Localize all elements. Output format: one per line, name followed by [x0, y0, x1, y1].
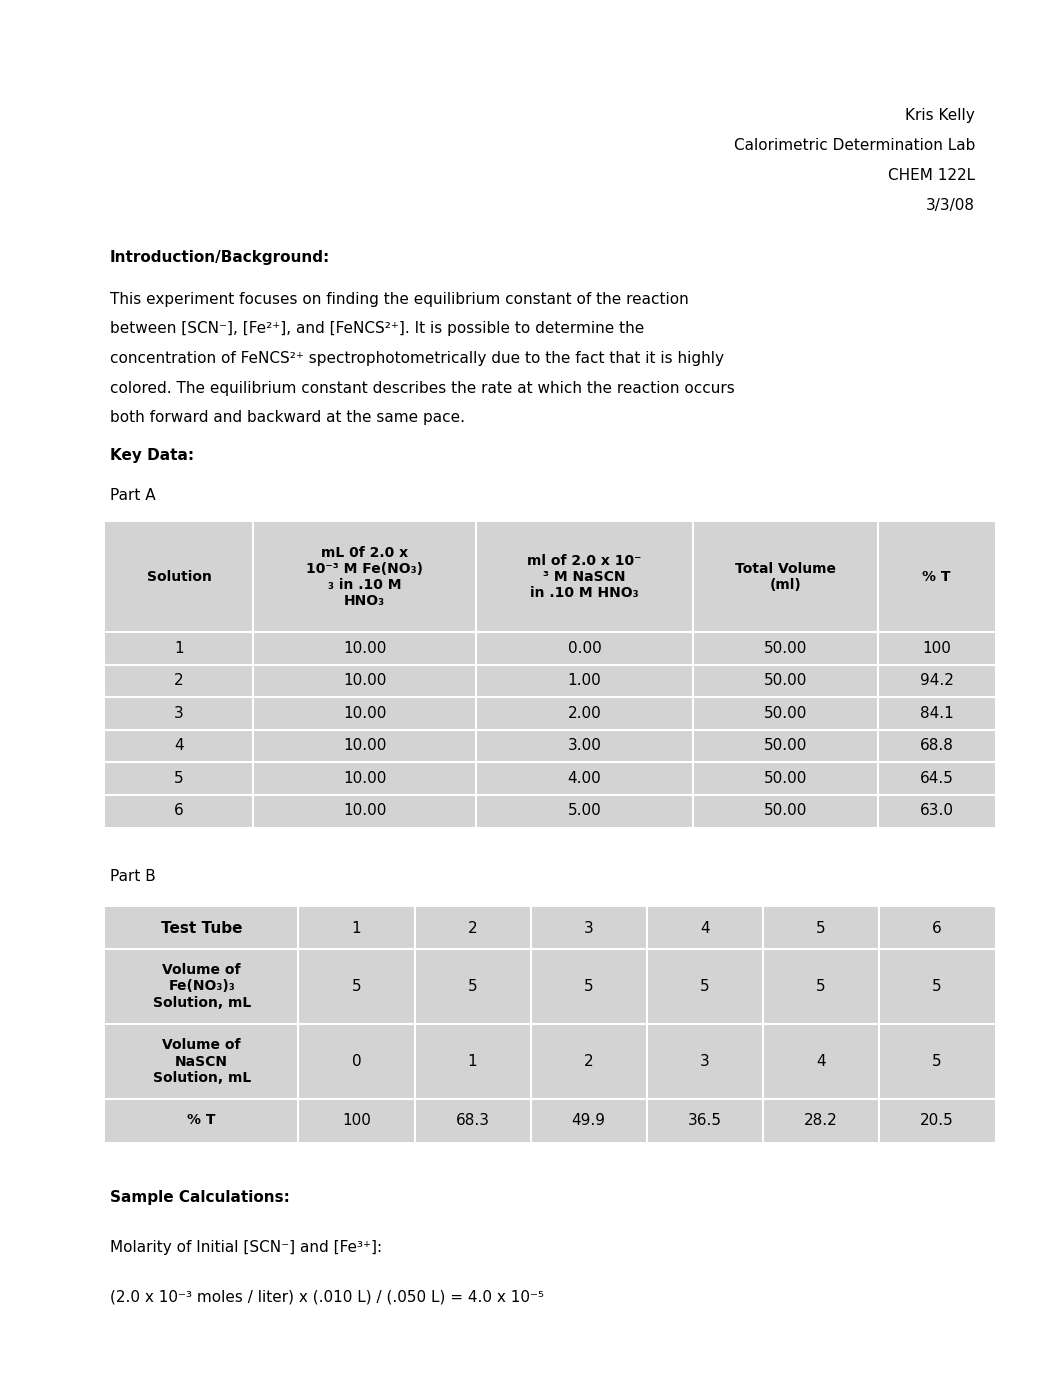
- Text: 84.1: 84.1: [920, 706, 954, 720]
- Text: Part B: Part B: [110, 869, 156, 884]
- Text: 0.00: 0.00: [567, 640, 601, 655]
- Text: 64.5: 64.5: [920, 771, 954, 786]
- Bar: [105, 522, 995, 828]
- Text: 2: 2: [467, 920, 478, 935]
- Text: 5: 5: [932, 1053, 942, 1069]
- Text: 3: 3: [174, 706, 184, 720]
- Text: 28.2: 28.2: [804, 1113, 838, 1128]
- Text: Part A: Part A: [110, 487, 156, 503]
- Text: 5: 5: [584, 979, 594, 994]
- Text: concentration of FeNCS²⁺ spectrophotometrically due to the fact that it is highl: concentration of FeNCS²⁺ spectrophotomet…: [110, 351, 724, 366]
- Text: 2: 2: [174, 673, 184, 688]
- Text: Volume of
Fe(NO₃)₃
Solution, mL: Volume of Fe(NO₃)₃ Solution, mL: [153, 964, 251, 1009]
- Text: 50.00: 50.00: [764, 673, 807, 688]
- Text: 5: 5: [467, 979, 478, 994]
- Text: Test Tube: Test Tube: [161, 920, 242, 935]
- Text: 10.00: 10.00: [343, 771, 387, 786]
- Text: 5: 5: [352, 979, 361, 994]
- Text: 50.00: 50.00: [764, 640, 807, 655]
- Text: 50.00: 50.00: [764, 706, 807, 720]
- Text: 5: 5: [816, 920, 825, 935]
- Text: 4: 4: [174, 738, 184, 753]
- Text: 63.0: 63.0: [920, 803, 954, 818]
- Text: 68.8: 68.8: [920, 738, 954, 753]
- Text: 20.5: 20.5: [920, 1113, 954, 1128]
- Text: Solution: Solution: [147, 570, 211, 584]
- Text: 36.5: 36.5: [688, 1113, 722, 1128]
- Text: Introduction/Background:: Introduction/Background:: [110, 251, 330, 264]
- Text: 50.00: 50.00: [764, 738, 807, 753]
- Text: 3: 3: [584, 920, 594, 935]
- Text: ml of 2.0 x 10⁻
³ M NaSCN
in .10 M HNO₃: ml of 2.0 x 10⁻ ³ M NaSCN in .10 M HNO₃: [527, 554, 641, 600]
- Text: 94.2: 94.2: [920, 673, 954, 688]
- Text: 50.00: 50.00: [764, 771, 807, 786]
- Text: 6: 6: [174, 803, 184, 818]
- Text: 3/3/08: 3/3/08: [926, 198, 975, 213]
- Text: 0: 0: [352, 1053, 361, 1069]
- Text: (2.0 x 10⁻³ moles / liter) x (.010 L) / (.050 L) = 4.0 x 10⁻⁵: (2.0 x 10⁻³ moles / liter) x (.010 L) / …: [110, 1290, 544, 1305]
- Text: 3: 3: [700, 1053, 709, 1069]
- Text: 68.3: 68.3: [456, 1113, 490, 1128]
- Text: 6: 6: [932, 920, 942, 935]
- Text: 5.00: 5.00: [567, 803, 601, 818]
- Text: 50.00: 50.00: [764, 803, 807, 818]
- Text: between [SCN⁻], [Fe²⁺], and [FeNCS²⁺]. It is possible to determine the: between [SCN⁻], [Fe²⁺], and [FeNCS²⁺]. I…: [110, 321, 645, 336]
- Text: 2.00: 2.00: [567, 706, 601, 720]
- Text: This experiment focuses on finding the equilibrium constant of the reaction: This experiment focuses on finding the e…: [110, 292, 689, 307]
- Text: 100: 100: [922, 640, 952, 655]
- Text: % T: % T: [923, 570, 950, 584]
- Text: 3.00: 3.00: [567, 738, 601, 753]
- Text: % T: % T: [188, 1114, 216, 1128]
- Text: 1: 1: [467, 1053, 478, 1069]
- Text: both forward and backward at the same pace.: both forward and backward at the same pa…: [110, 410, 465, 425]
- Text: 4: 4: [816, 1053, 825, 1069]
- Text: Key Data:: Key Data:: [110, 448, 194, 463]
- Text: 1.00: 1.00: [567, 673, 601, 688]
- Text: Calorimetric Determination Lab: Calorimetric Determination Lab: [734, 138, 975, 153]
- Text: 10.00: 10.00: [343, 673, 387, 688]
- Text: 49.9: 49.9: [571, 1113, 605, 1128]
- Text: 1: 1: [174, 640, 184, 655]
- Text: colored. The equilibrium constant describes the rate at which the reaction occur: colored. The equilibrium constant descri…: [110, 380, 735, 395]
- Text: 10.00: 10.00: [343, 738, 387, 753]
- Text: 10.00: 10.00: [343, 803, 387, 818]
- Text: 100: 100: [342, 1113, 371, 1128]
- Text: 5: 5: [174, 771, 184, 786]
- Text: 5: 5: [932, 979, 942, 994]
- Text: 5: 5: [816, 979, 825, 994]
- Text: 4.00: 4.00: [567, 771, 601, 786]
- Text: 1: 1: [352, 920, 361, 935]
- Text: 2: 2: [584, 1053, 594, 1069]
- Text: 10.00: 10.00: [343, 640, 387, 655]
- Text: Kris Kelly: Kris Kelly: [905, 107, 975, 123]
- Text: Total Volume
(ml): Total Volume (ml): [735, 562, 836, 592]
- Text: Sample Calculations:: Sample Calculations:: [110, 1190, 290, 1205]
- Text: 10.00: 10.00: [343, 706, 387, 720]
- Text: mL 0f 2.0 x
10⁻³ M Fe(NO₃)
₃ in .10 M
HNO₃: mL 0f 2.0 x 10⁻³ M Fe(NO₃) ₃ in .10 M HN…: [306, 545, 423, 609]
- Text: Molarity of Initial [SCN⁻] and [Fe³⁺]:: Molarity of Initial [SCN⁻] and [Fe³⁺]:: [110, 1241, 382, 1254]
- Bar: [105, 907, 995, 1142]
- Text: Volume of
NaSCN
Solution, mL: Volume of NaSCN Solution, mL: [153, 1038, 251, 1085]
- Text: CHEM 122L: CHEM 122L: [888, 168, 975, 183]
- Text: 4: 4: [700, 920, 709, 935]
- Text: 5: 5: [700, 979, 709, 994]
